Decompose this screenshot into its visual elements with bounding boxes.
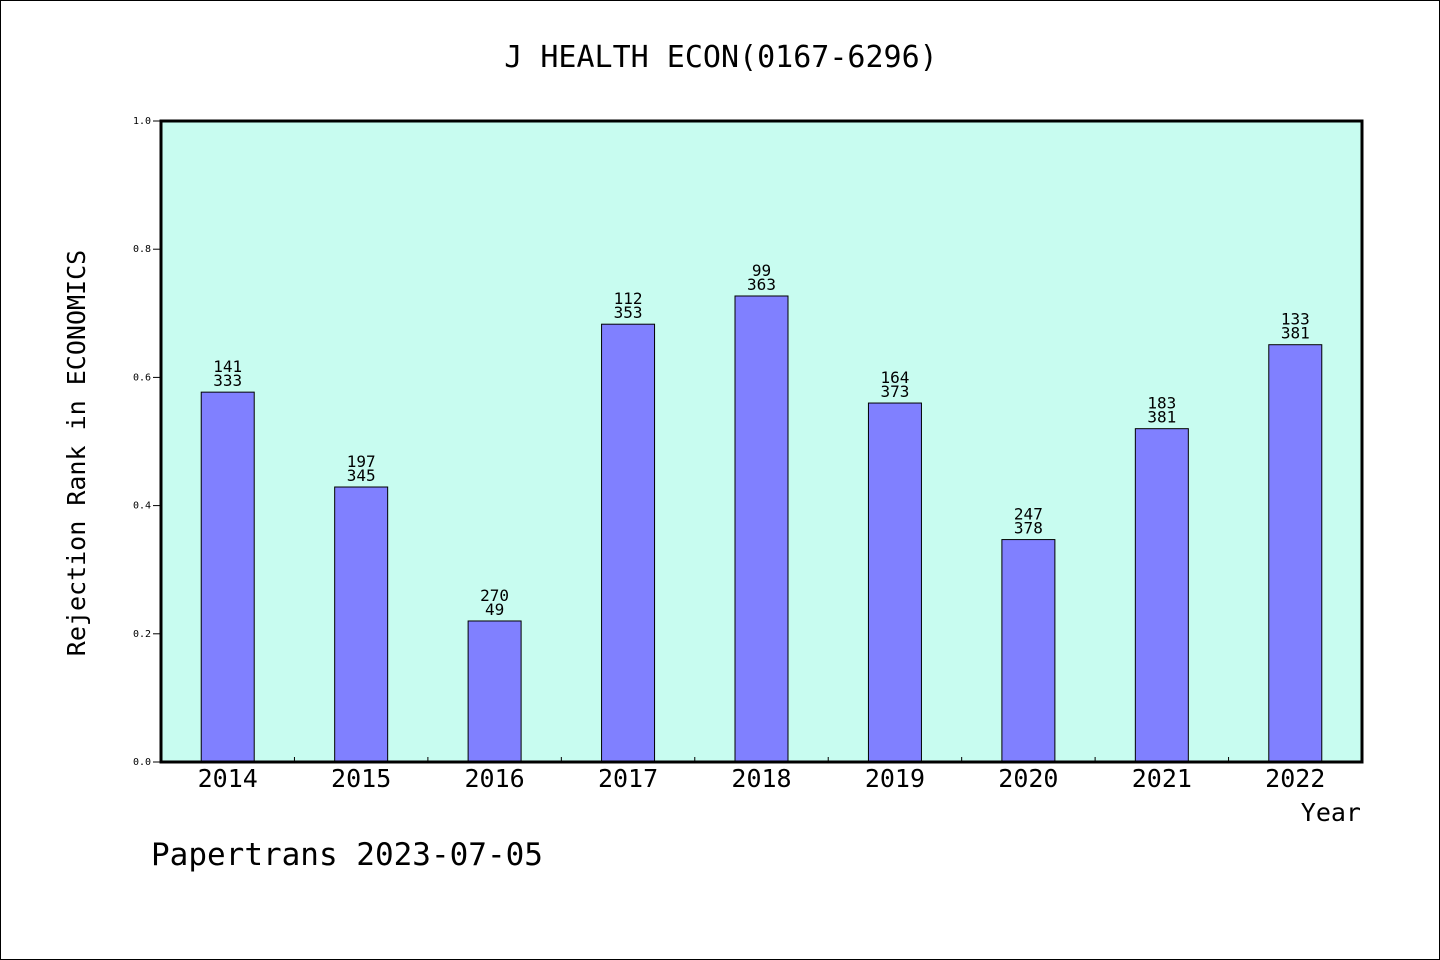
x-tick-label-2018: 2018 (731, 764, 791, 793)
y-tick-label-1.0: 1.0 (133, 116, 151, 127)
x-axis: 2014 2015 2016 2017 2018 2019 2020 2021 2022 (198, 757, 1325, 793)
bar-label-top-2018: 99 (752, 261, 771, 280)
bar-label-top-2015: 197 (347, 452, 376, 471)
bar-label-top-2021: 183 (1147, 394, 1176, 413)
bar-label-top-2022: 133 (1281, 310, 1310, 329)
chart-title: J HEALTH ECON(0167-6296) (504, 40, 937, 75)
bar-label-bottom-2017: 353 (614, 303, 643, 322)
watermark-text: Papertrans 2023-07-05 (151, 837, 543, 873)
bar-label-bottom-2015: 345 (347, 466, 376, 485)
bar-2018 (734, 295, 789, 763)
bar-2020 (1001, 539, 1056, 763)
x-tick-label-2016: 2016 (465, 764, 525, 793)
y-axis-label: Rejection Rank in ECONOMICS (62, 250, 91, 656)
y-tick-label-0.2: 0.2 (133, 629, 151, 640)
bar-label-bottom-2022: 381 (1281, 324, 1310, 343)
bar-label-bottom-2021: 381 (1147, 408, 1176, 427)
x-tick-label-2014: 2014 (198, 764, 258, 793)
bar-label-top-2017: 112 (614, 289, 643, 308)
y-tick-label-0.6: 0.6 (133, 372, 151, 383)
x-axis-label: Year (1301, 798, 1361, 827)
x-tick-label-2020: 2020 (998, 764, 1058, 793)
plot-border (159, 119, 1364, 764)
bar-label-bottom-2016: 49 (485, 600, 504, 619)
x-tick-label-2017: 2017 (598, 764, 658, 793)
bar-series (200, 295, 1323, 763)
bar-2021 (1134, 428, 1189, 763)
bar-label-bottom-2020: 378 (1014, 519, 1043, 538)
bar-2016 (467, 620, 522, 763)
bar-label-top-2019: 164 (880, 368, 909, 387)
x-tick-label-2022: 2022 (1265, 764, 1325, 793)
bar-2019 (867, 402, 922, 763)
bar-label-top-2014: 141 (213, 357, 242, 376)
y-tick-label-0.4: 0.4 (133, 501, 151, 512)
y-tick-label-0.8: 0.8 (133, 244, 151, 255)
bar-label-top-2016: 270 (480, 586, 509, 605)
bar-2015 (334, 486, 389, 763)
x-tick-label-2019: 2019 (865, 764, 925, 793)
x-tick-label-2021: 2021 (1132, 764, 1192, 793)
bar-label-bottom-2019: 373 (880, 382, 909, 401)
x-tick-label-2015: 2015 (331, 764, 391, 793)
y-tick-label-0.0: 0.0 (133, 757, 151, 768)
bar-2022 (1268, 344, 1323, 763)
bar-label-top-2020: 247 (1014, 505, 1043, 524)
y-axis: 0.0 0.2 0.4 0.6 0.8 1.0 (133, 116, 161, 768)
bar-label-bottom-2014: 333 (213, 371, 242, 390)
bar-label-bottom-2018: 363 (747, 275, 776, 294)
bar-2014 (200, 391, 255, 763)
bar-2017 (601, 323, 656, 763)
